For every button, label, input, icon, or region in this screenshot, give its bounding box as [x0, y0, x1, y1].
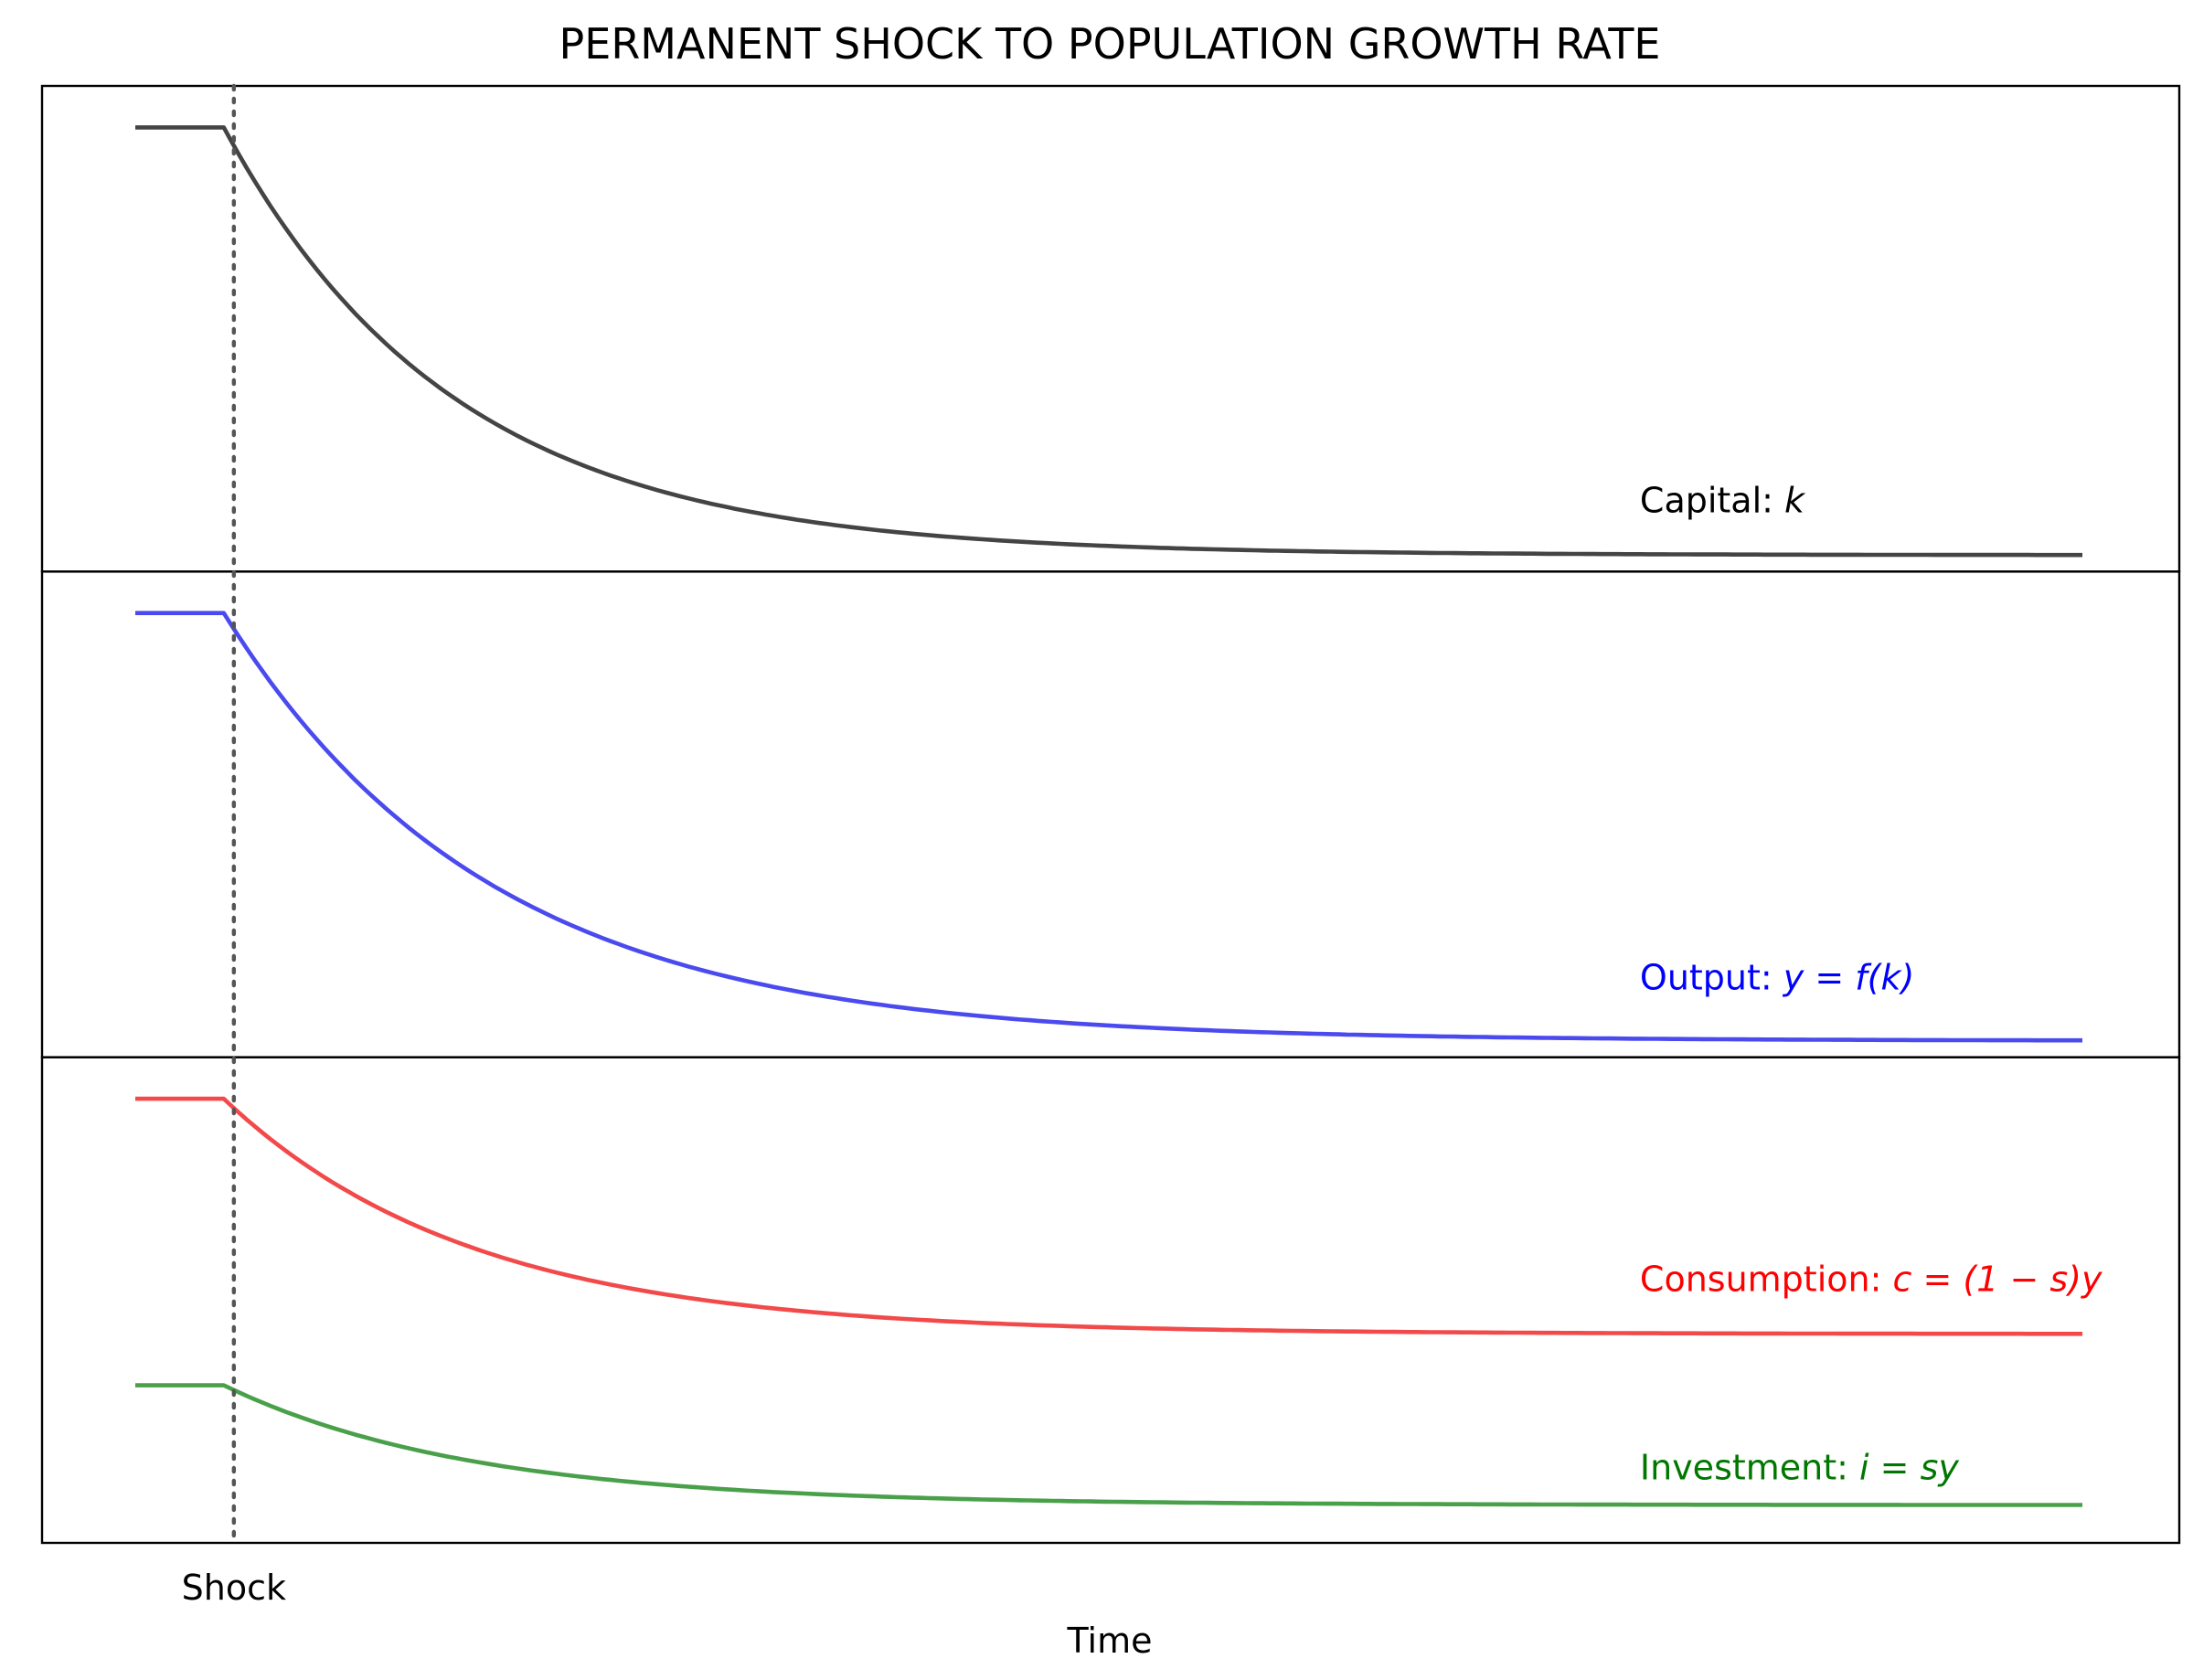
output-panel: Output: y = f(k)	[40, 570, 2181, 1058]
capital-panel-frame	[40, 84, 2181, 573]
series-label-math-consumption: c = (1 − s)y	[1892, 1260, 2103, 1300]
chart-title: PERMANENT SHOCK TO POPULATION GROWTH RAT…	[559, 19, 1661, 69]
series-line-capital	[135, 125, 2082, 558]
series-label-math-investment: i = sy	[1859, 1448, 1959, 1488]
consumption-investment-panel: Consumption: c = (1 − s)y Investment: i =…	[40, 1056, 2181, 1545]
series-label-math-capital: k	[1784, 481, 1806, 521]
series-label-text-investment: Investment:	[1640, 1448, 1859, 1488]
series-label-output: Output: y = f(k)	[1640, 958, 1914, 998]
x-tick-label-shock: Shock	[182, 1568, 286, 1608]
series-line-output	[135, 611, 2082, 1043]
capital-panel: Capital: k	[40, 84, 2181, 573]
series-label-text-capital: Capital:	[1640, 481, 1784, 521]
plot-layer: Capital: k Output: y = f(k) Consumption: c…	[40, 83, 2181, 1546]
consumption-investment-panel-frame	[40, 1056, 2181, 1545]
series-line-consumption	[135, 1096, 2082, 1336]
series-label-investment: Investment: i = sy	[1640, 1448, 1959, 1488]
series-label-text-consumption: Consumption:	[1640, 1260, 1893, 1300]
series-label-capital: Capital: k	[1640, 481, 1806, 521]
series-line-investment	[135, 1383, 2082, 1507]
x-axis-label: Time	[1067, 1621, 1153, 1661]
series-label-text-output: Output:	[1640, 958, 1783, 998]
series-label-math-output: y = f(k)	[1783, 958, 1915, 998]
series-label-consumption: Consumption: c = (1 − s)y	[1640, 1260, 2103, 1300]
